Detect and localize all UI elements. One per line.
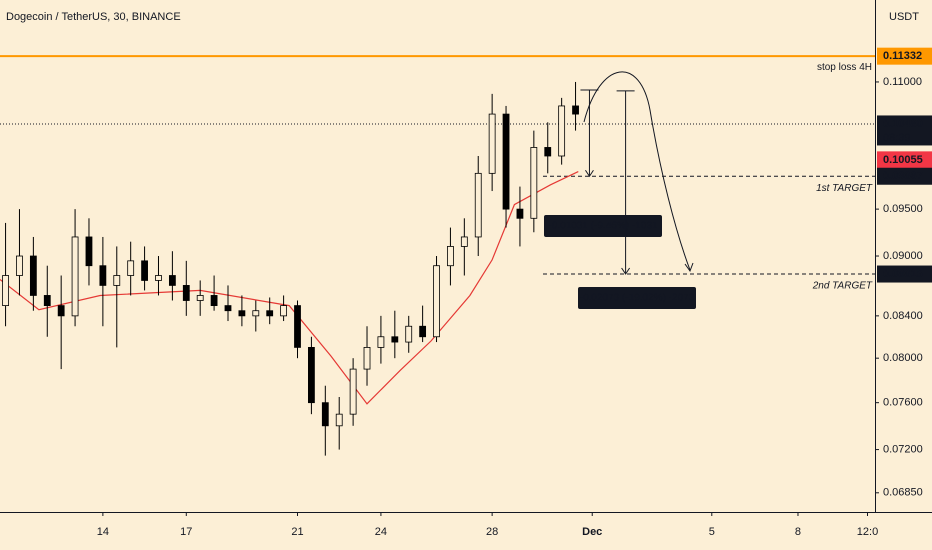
- y-tick-label: 0.08400: [883, 310, 923, 322]
- chart-title: Dogecoin / TetherUS, 30, BINANCE: [6, 11, 181, 23]
- candle-body: [29, 255, 37, 296]
- candle-body: [572, 105, 579, 115]
- x-tick-label: 5: [709, 526, 715, 538]
- candle-body: [182, 285, 190, 301]
- measure-label: -0.01031 (-9.46%) -1031: [549, 221, 658, 232]
- candle-body: [474, 172, 482, 238]
- candle-body: [127, 260, 135, 276]
- candle-body: [43, 295, 51, 306]
- x-tick-label: 28: [486, 526, 498, 538]
- price-label: 0.08815: [883, 268, 923, 280]
- y-tick-label: 0.08000: [883, 352, 923, 364]
- candle-body: [460, 236, 468, 247]
- candle-body: [196, 295, 204, 301]
- candle-body: [280, 305, 288, 317]
- candle-body: [447, 246, 454, 267]
- measure-box: [578, 287, 696, 309]
- price-label-bg: [877, 47, 932, 65]
- candle-body: [377, 336, 385, 348]
- price-label-bg: [877, 151, 932, 169]
- forecast-arrowhead: [684, 262, 694, 273]
- candle-body: [168, 275, 176, 286]
- price-label-bg: [877, 167, 932, 185]
- candle-body: [16, 255, 23, 276]
- measure-arrow: [621, 267, 631, 275]
- candle-body: [516, 208, 524, 219]
- currency: USDT: [889, 11, 919, 23]
- candle-body: [391, 336, 399, 343]
- candle-body: [349, 368, 357, 415]
- x-tick-label: 12:0: [857, 526, 878, 538]
- measure-box: [544, 215, 662, 237]
- candle-body: [488, 113, 496, 174]
- measure-arrow: [585, 169, 594, 178]
- candle-body: [363, 347, 371, 370]
- countdown: 08:39: [883, 132, 911, 144]
- candle-body: [266, 310, 274, 317]
- candle-body: [419, 325, 427, 338]
- candle-body: [405, 325, 413, 343]
- x-tick-label: 14: [97, 526, 109, 538]
- x-tick-label: 8: [795, 526, 801, 538]
- candle-body: [2, 275, 9, 306]
- candle-body: [252, 310, 260, 317]
- measure-label: -0.02073 (-19.02%) -2073: [580, 293, 695, 304]
- x-tick-label: Dec: [582, 526, 602, 538]
- candle-body: [99, 265, 107, 286]
- x-tick-label: 21: [291, 526, 303, 538]
- level-text: 2nd TARGET: [812, 281, 873, 292]
- candle-body: [530, 147, 538, 219]
- forecast-arc: [583, 71, 691, 271]
- candle-body: [141, 260, 148, 281]
- y-tick-label: 0.09000: [883, 250, 923, 262]
- price-label: 0.10480: [883, 118, 923, 130]
- candle-body: [238, 310, 246, 317]
- x-tick-label: 24: [375, 526, 387, 538]
- candle-body: [433, 265, 440, 338]
- candle-body: [502, 113, 510, 210]
- y-tick-label: 0.07600: [883, 397, 923, 409]
- candle-body: [224, 305, 232, 312]
- y-tick-label: 0.06850: [883, 487, 923, 499]
- candle-body: [85, 236, 93, 267]
- price-label: 0.09867: [883, 170, 923, 182]
- candle-body: [335, 413, 343, 427]
- level-text: stop loss 4H: [817, 62, 872, 73]
- price-label-bg: [877, 265, 932, 283]
- candle-body: [321, 402, 329, 427]
- y-tick-label: 0.09500: [883, 203, 923, 215]
- candle-body: [155, 275, 162, 281]
- candle-body: [71, 236, 79, 317]
- candle-body: [57, 305, 65, 317]
- price-label-bg: [877, 115, 932, 146]
- x-tick-label: 17: [180, 526, 192, 538]
- candle-body: [210, 295, 218, 306]
- candle-body: [113, 275, 121, 286]
- candle-body: [294, 305, 301, 348]
- candle-body: [308, 347, 315, 404]
- price-label: 0.11332: [883, 50, 922, 62]
- price-label: 0.10055: [883, 154, 923, 166]
- candle-body: [558, 105, 566, 157]
- candle-body: [544, 147, 552, 157]
- y-tick-label: 0.07200: [883, 443, 923, 455]
- y-tick-label: 0.11000: [883, 76, 922, 88]
- level-text: 1st TARGET: [816, 183, 873, 194]
